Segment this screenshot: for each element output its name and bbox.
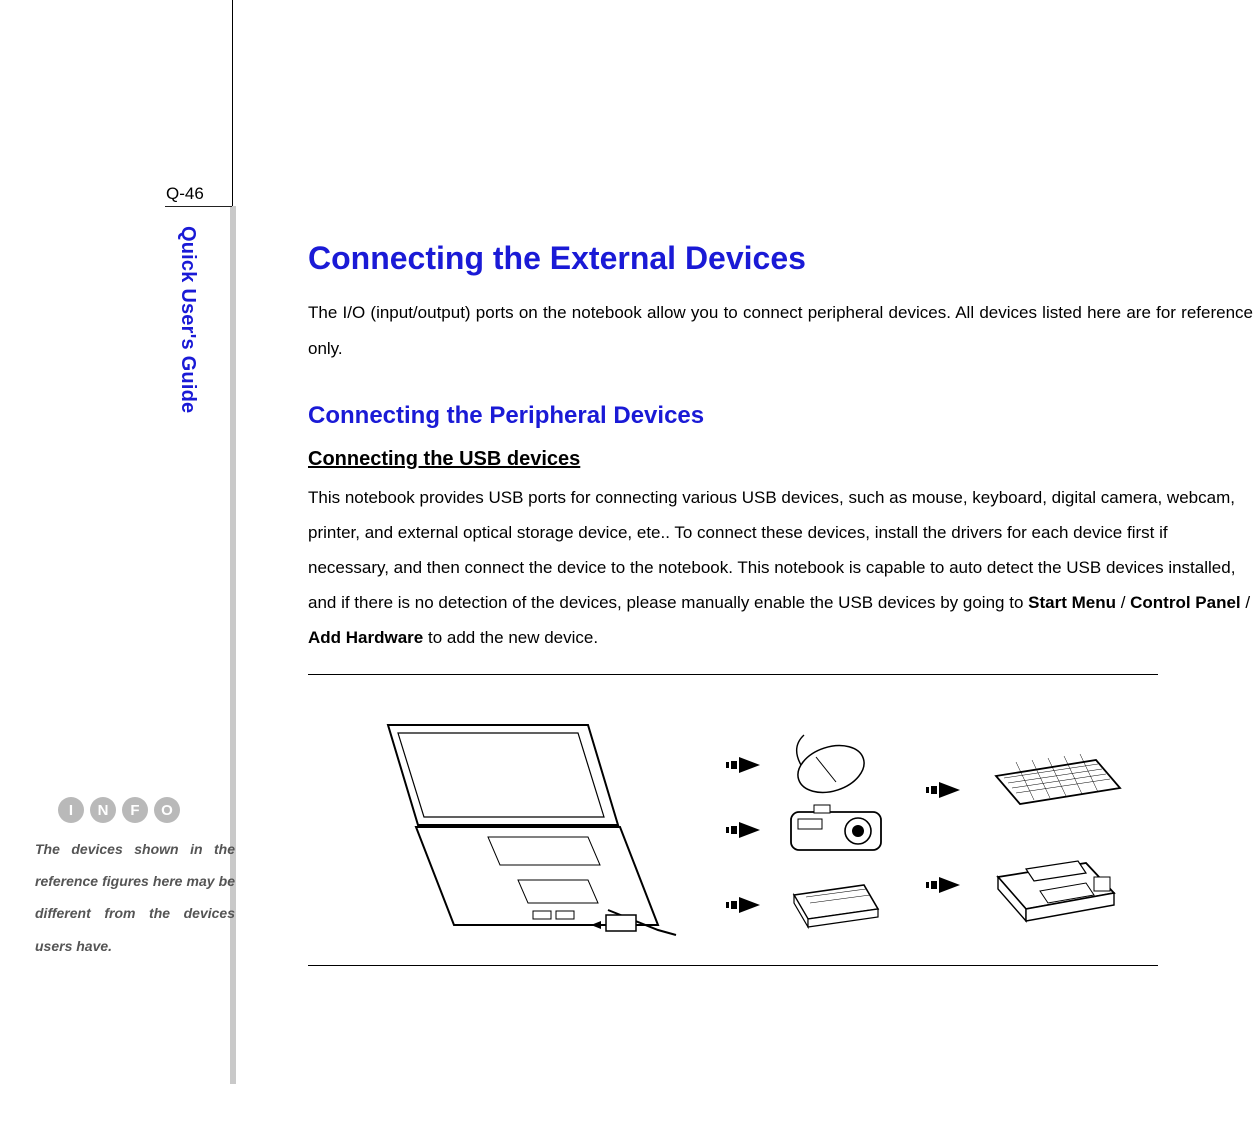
printer-icon xyxy=(986,847,1126,927)
body-bold-add-hardware: Add Hardware xyxy=(308,628,423,647)
body-sep-1: / xyxy=(1116,593,1130,612)
body-bold-control-panel: Control Panel xyxy=(1130,593,1241,612)
heading-2: Connecting the Peripheral Devices xyxy=(308,402,1253,430)
external-drive-icon xyxy=(786,875,886,930)
body-text-2: to add the new device. xyxy=(423,628,598,647)
diagram-bottom-rule xyxy=(308,965,1158,966)
diagram-top-rule xyxy=(308,674,1158,675)
info-icon-n: N xyxy=(90,797,116,823)
keyboard-icon xyxy=(986,752,1126,812)
arrow-icon xyxy=(726,757,760,773)
arrow-icon xyxy=(726,822,760,838)
main-content: Connecting the External Devices The I/O … xyxy=(308,240,1253,988)
body-sep-2: / xyxy=(1241,593,1250,612)
info-icon-f: F xyxy=(122,797,148,823)
heading-3: Connecting the USB devices xyxy=(308,448,1253,471)
arrow-icon xyxy=(726,897,760,913)
section-vertical-label: Quick User's Guide xyxy=(176,226,199,413)
mouse-icon xyxy=(786,727,876,797)
arrow-icon xyxy=(926,877,960,893)
info-sidebar-text: The devices shown in the reference figur… xyxy=(35,833,235,962)
laptop-icon xyxy=(358,715,678,945)
info-icon-i: I xyxy=(58,797,84,823)
usb-diagram xyxy=(346,697,1196,947)
vertical-rule-thin xyxy=(232,0,233,210)
body-paragraph: This notebook provides USB ports for con… xyxy=(308,481,1253,655)
horizontal-rule-short xyxy=(165,206,232,207)
info-icon-o: O xyxy=(154,797,180,823)
heading-1: Connecting the External Devices xyxy=(308,240,1253,277)
body-bold-start-menu: Start Menu xyxy=(1028,593,1116,612)
camera-icon xyxy=(786,802,886,857)
intro-paragraph: The I/O (input/output) ports on the note… xyxy=(308,295,1253,366)
page-number: Q-46 xyxy=(166,184,204,204)
info-icon-row: I N F O xyxy=(58,797,180,823)
arrow-icon xyxy=(926,782,960,798)
